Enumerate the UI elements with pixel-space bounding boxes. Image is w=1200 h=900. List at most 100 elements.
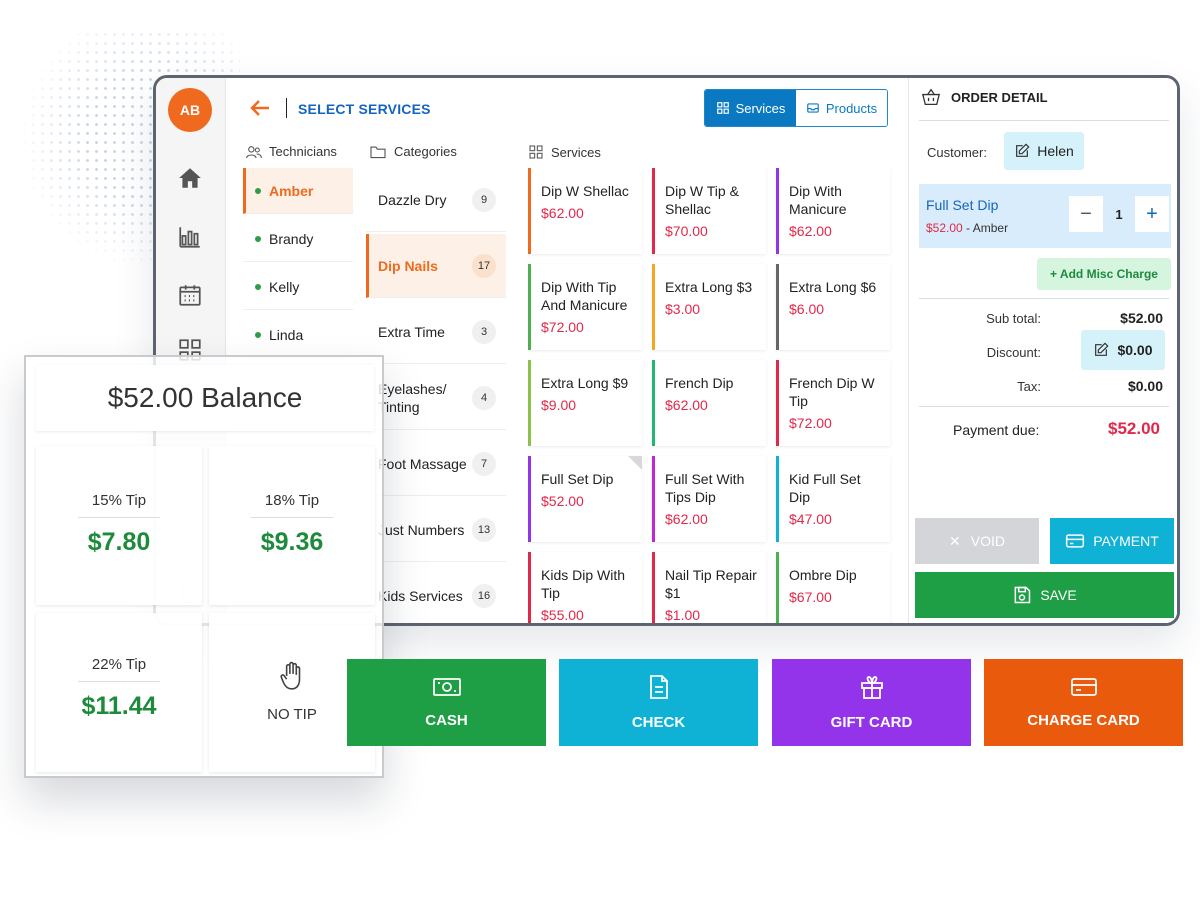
divider xyxy=(919,298,1169,299)
decrease-button[interactable]: − xyxy=(1069,196,1103,232)
service-card[interactable]: Dip With Tip And Manicure $72.00 xyxy=(528,264,642,350)
service-name: Ombre Dip xyxy=(789,567,857,583)
service-price: $3.00 xyxy=(665,301,701,317)
service-grid: Dip W Shellac $62.00 Dip W Tip & Shellac $7… xyxy=(528,168,893,623)
service-card[interactable]: Dip With Manicure $62.00 xyxy=(776,168,890,254)
order-line-item[interactable]: Full Set Dip $52.00 - Amber − 1 + xyxy=(919,184,1171,248)
customer-label: Customer: xyxy=(927,145,987,160)
tab-services[interactable]: Services xyxy=(705,90,796,126)
customer-button[interactable]: Helen xyxy=(1004,132,1084,170)
tip-option-18[interactable]: 18% Tip $9.36 xyxy=(209,446,375,605)
service-card[interactable]: Dip W Tip & Shellac $70.00 xyxy=(652,168,766,254)
category-count: 13 xyxy=(472,517,496,542)
categories-label: Categories xyxy=(394,144,457,159)
service-card[interactable]: Dip W Shellac $62.00 xyxy=(528,168,642,254)
service-name: Extra Long $6 xyxy=(789,279,877,295)
pos-window: AB SELECT SERVICES Services Produc xyxy=(153,75,1180,626)
service-card[interactable]: Extra Long $9 $9.00 xyxy=(528,360,642,446)
category-item[interactable]: Just Numbers 13 xyxy=(366,498,506,562)
service-price: $1.00 xyxy=(665,607,701,623)
gift-card-button[interactable]: GIFT CARD xyxy=(772,659,971,746)
services-label: Services xyxy=(551,144,601,160)
tip-option-22[interactable]: 22% Tip $11.44 xyxy=(36,613,202,772)
service-name: Full Set With Tips Dip xyxy=(665,471,745,505)
service-name: Full Set Dip xyxy=(541,471,614,487)
avatar[interactable]: AB xyxy=(168,88,212,132)
customer-name: Helen xyxy=(1037,143,1074,159)
cash-icon xyxy=(432,676,462,702)
service-card[interactable]: Ombre Dip $67.00 xyxy=(776,552,890,623)
service-price: $67.00 xyxy=(789,589,832,605)
hand-icon xyxy=(209,661,375,696)
check-icon xyxy=(649,674,669,704)
discount-button[interactable]: $0.00 xyxy=(1081,330,1165,370)
chart-icon[interactable] xyxy=(176,223,204,251)
technician-item[interactable]: Kelly xyxy=(243,264,353,310)
tab-products-label: Products xyxy=(825,100,878,116)
service-card[interactable]: French Dip W Tip $72.00 xyxy=(776,360,890,446)
technician-item[interactable]: Linda xyxy=(243,312,353,358)
folder-icon xyxy=(370,146,386,158)
void-button[interactable]: ✕ VOID xyxy=(915,518,1039,564)
service-card[interactable]: Kid Full Set Dip $47.00 xyxy=(776,456,890,542)
increase-button[interactable]: + xyxy=(1135,196,1169,232)
check-button[interactable]: CHECK xyxy=(559,659,758,746)
service-name: Kid Full Set Dip xyxy=(789,471,861,505)
line-item-name: Full Set Dip xyxy=(926,197,999,213)
category-count: 17 xyxy=(472,253,496,278)
cash-button[interactable]: CASH xyxy=(347,659,546,746)
save-button[interactable]: SAVE xyxy=(915,572,1174,618)
subtotal-value: $52.00 xyxy=(1120,310,1163,326)
category-item[interactable]: Eyelashes/ Tinting 4 xyxy=(366,366,506,430)
divider xyxy=(919,406,1169,407)
technician-item[interactable]: Brandy xyxy=(243,216,353,262)
technician-name: Brandy xyxy=(269,230,314,247)
charge-card-button[interactable]: CHARGE CARD xyxy=(984,659,1183,746)
service-card[interactable]: Extra Long $6 $6.00 xyxy=(776,264,890,350)
calendar-icon[interactable] xyxy=(176,281,204,309)
service-card[interactable]: French Dip $62.00 xyxy=(652,360,766,446)
category-item[interactable]: Dip Nails 17 xyxy=(366,234,506,298)
category-item[interactable]: Dazzle Dry 9 xyxy=(366,168,506,232)
basket-icon xyxy=(921,88,941,106)
technician-item[interactable]: Amber xyxy=(243,168,353,214)
payment-method-label: CHARGE CARD xyxy=(1027,712,1140,729)
category-count: 16 xyxy=(472,583,496,608)
inbox-icon xyxy=(807,103,819,113)
home-icon[interactable] xyxy=(176,164,204,192)
payment-button[interactable]: PAYMENT xyxy=(1050,518,1174,564)
edit-icon xyxy=(1095,342,1109,356)
status-dot xyxy=(255,187,261,194)
tip-option-15[interactable]: 15% Tip $7.80 xyxy=(36,446,202,605)
service-card[interactable]: Full Set Dip $52.00 xyxy=(528,456,642,542)
category-name: Dazzle Dry xyxy=(378,191,447,208)
service-card[interactable]: Extra Long $3 $3.00 xyxy=(652,264,766,350)
service-card[interactable]: Nail Tip Repair $1 $1.00 xyxy=(652,552,766,623)
service-price: $62.00 xyxy=(541,205,584,221)
category-item[interactable]: Kids Services 16 xyxy=(366,564,506,623)
service-name: Dip W Shellac xyxy=(541,183,629,199)
header: SELECT SERVICES Services Products xyxy=(226,78,908,140)
tax-label: Tax: xyxy=(1017,379,1041,394)
divider xyxy=(78,517,160,518)
tab-products[interactable]: Products xyxy=(796,90,887,126)
divider xyxy=(919,120,1169,121)
service-name: Dip With Tip And Manicure xyxy=(541,279,628,313)
service-price: $72.00 xyxy=(789,415,832,431)
save-icon xyxy=(1014,586,1031,604)
no-tip-label: NO TIP xyxy=(267,706,317,723)
card-icon xyxy=(1070,676,1098,702)
order-header: ORDER DETAIL xyxy=(921,88,1048,106)
category-item[interactable]: Extra Time 3 xyxy=(366,300,506,364)
category-item[interactable]: Foot Massage 7 xyxy=(366,432,506,496)
quantity-stepper: − 1 + xyxy=(1069,196,1169,232)
category-count: 3 xyxy=(472,319,496,344)
service-card[interactable]: Kids Dip With Tip $55.00 xyxy=(528,552,642,623)
tip-amount: $9.36 xyxy=(260,528,324,556)
balance-display: $52.00 Balance xyxy=(36,365,374,431)
add-misc-charge-button[interactable]: + Add Misc Charge xyxy=(1037,258,1171,290)
service-card[interactable]: Full Set With Tips Dip $62.00 xyxy=(652,456,766,542)
back-arrow-icon[interactable] xyxy=(248,96,272,120)
grid-icon xyxy=(529,145,543,159)
quantity-value: 1 xyxy=(1115,206,1123,222)
